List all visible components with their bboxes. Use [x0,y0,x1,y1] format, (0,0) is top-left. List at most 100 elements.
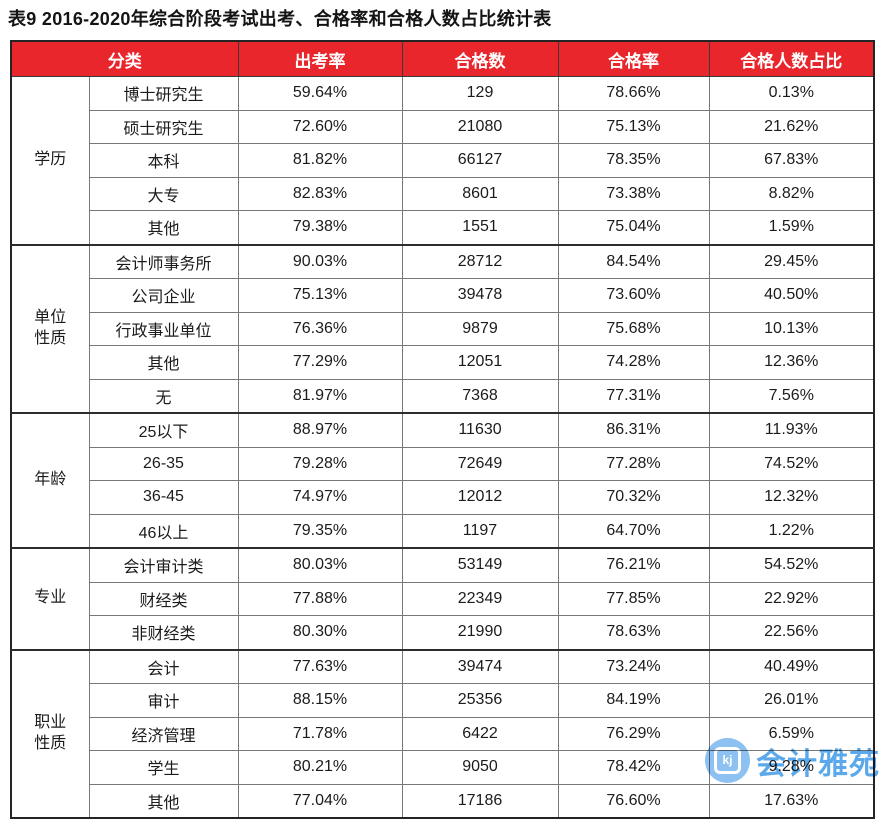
group-label: 单位性质 [34,308,67,347]
pass-count-cell: 9879 [401,311,559,346]
category-cell: 审计 [88,683,239,718]
group-cell: 职业性质 [10,648,90,819]
pass-rate-cell: 78.63% [557,615,710,650]
table-row: 大专 82.83% 8601 73.38% 8.82% [11,176,875,211]
pass-count-cell: 9050 [401,750,559,785]
group-label: 年龄 [34,471,67,489]
table-row: 硕士研究生 72.60% 21080 75.13% 21.62% [11,109,875,144]
attendance-rate-cell: 81.82% [237,143,403,178]
category-cell: 大专 [88,176,239,211]
pass-share-cell: 0.13% [708,76,875,111]
header-pass-count: 合格数 [401,40,559,77]
category-cell: 26-35 [88,446,239,481]
category-cell: 博士研究生 [88,76,239,111]
category-cell: 会计师事务所 [88,243,239,279]
category-cell: 非财经类 [88,615,239,650]
table-row: 年龄 25以下 88.97% 11630 86.31% 11.93% [10,412,875,549]
category-cell: 36-45 [88,480,239,515]
group-cell: 单位性质 [10,243,90,414]
pass-count-cell: 39478 [401,278,559,313]
table-row: 财经类 77.88% 22349 77.85% 22.92% [11,581,875,616]
pass-rate-cell: 75.68% [557,311,710,346]
table-row: 经济管理 71.78% 6422 76.29% 6.59% [11,716,875,751]
pass-share-cell: 9.28% [708,750,875,785]
pass-count-cell: 6422 [401,716,559,751]
pass-rate-cell: 73.24% [557,648,710,684]
table-row: 专业 会计审计类 80.03% 53149 76.21% 54.52% [10,547,875,650]
pass-count-cell: 17186 [401,783,559,819]
pass-count-cell: 66127 [401,143,559,178]
pass-share-cell: 17.63% [708,783,875,819]
page-title: 表9 2016-2020年综合阶段考试出考、合格率和合格人数占比统计表 [8,9,552,29]
table-row: 46以上 79.35% 1197 64.70% 1.22% [11,513,875,549]
pass-count-cell: 21080 [401,109,559,144]
pass-share-cell: 26.01% [708,683,875,718]
attendance-rate-cell: 80.30% [237,615,403,650]
pass-rate-cell: 78.35% [557,143,710,178]
pass-count-cell: 8601 [401,176,559,211]
pass-count-cell: 39474 [401,648,559,684]
table-row: 单位性质 会计师事务所 90.03% 28712 84.54% 29.45% [10,243,875,414]
table-row: 其他 77.29% 12051 74.28% 12.36% [11,345,875,380]
pass-rate-cell: 77.85% [557,581,710,616]
pass-rate-cell: 84.19% [557,683,710,718]
pass-rate-cell: 75.13% [557,109,710,144]
pass-rate-cell: 74.28% [557,345,710,380]
attendance-rate-cell: 80.21% [237,750,403,785]
category-cell: 46以上 [88,513,239,549]
category-cell: 硕士研究生 [88,109,239,144]
table-header: 分类 出考率 合格数 合格率 合格人数占比 [10,40,875,77]
pass-share-cell: 54.52% [708,547,875,583]
pass-rate-cell: 86.31% [557,412,710,448]
attendance-rate-cell: 88.15% [237,683,403,718]
pass-rate-cell: 78.66% [557,76,710,111]
pass-share-cell: 12.36% [708,345,875,380]
table-row: 学生 80.21% 9050 78.42% 9.28% [11,750,875,785]
pass-count-cell: 21990 [401,615,559,650]
pass-count-cell: 12012 [401,480,559,515]
pass-share-cell: 12.32% [708,480,875,515]
table-row: 行政事业单位 76.36% 9879 75.68% 10.13% [11,311,875,346]
category-cell: 公司企业 [88,278,239,313]
table-row: 公司企业 75.13% 39478 73.60% 40.50% [11,278,875,313]
category-cell: 本科 [88,143,239,178]
attendance-rate-cell: 77.04% [237,783,403,819]
attendance-rate-cell: 76.36% [237,311,403,346]
pass-count-cell: 22349 [401,581,559,616]
attendance-rate-cell: 79.28% [237,446,403,481]
pass-rate-cell: 76.21% [557,547,710,583]
pass-rate-cell: 64.70% [557,513,710,549]
table-row: 职业性质 会计 77.63% 39474 73.24% 40.49% [10,648,875,819]
group-cell: 专业 [10,547,90,650]
pass-count-cell: 7368 [401,378,559,414]
pass-share-cell: 1.59% [708,210,875,245]
pass-rate-cell: 76.29% [557,716,710,751]
table-row: 36-45 74.97% 12012 70.32% 12.32% [11,480,875,515]
attendance-rate-cell: 81.97% [237,378,403,414]
header-attendance-rate: 出考率 [237,40,403,77]
group-label: 职业性质 [34,713,67,752]
header-row: 分类 出考率 合格数 合格率 合格人数占比 [10,40,875,77]
pass-share-cell: 74.52% [708,446,875,481]
attendance-rate-cell: 80.03% [237,547,403,583]
pass-rate-cell: 84.54% [557,243,710,279]
pass-rate-cell: 76.60% [557,783,710,819]
attendance-rate-cell: 90.03% [237,243,403,279]
category-cell: 行政事业单位 [88,311,239,346]
header-pass-rate: 合格率 [557,40,710,77]
attendance-rate-cell: 82.83% [237,176,403,211]
pass-share-cell: 11.93% [708,412,875,448]
pass-rate-cell: 77.31% [557,378,710,414]
pass-count-cell: 12051 [401,345,559,380]
pass-count-cell: 53149 [401,547,559,583]
pass-count-cell: 25356 [401,683,559,718]
attendance-rate-cell: 75.13% [237,278,403,313]
pass-count-cell: 72649 [401,446,559,481]
group-label: 专业 [34,589,67,607]
pass-share-cell: 22.92% [708,581,875,616]
pass-rate-cell: 73.38% [557,176,710,211]
attendance-rate-cell: 77.29% [237,345,403,380]
header-category: 分类 [10,40,239,77]
attendance-rate-cell: 79.38% [237,210,403,245]
table-row: 学历 博士研究生 59.64% 129 78.66% 0.13% [10,76,875,245]
